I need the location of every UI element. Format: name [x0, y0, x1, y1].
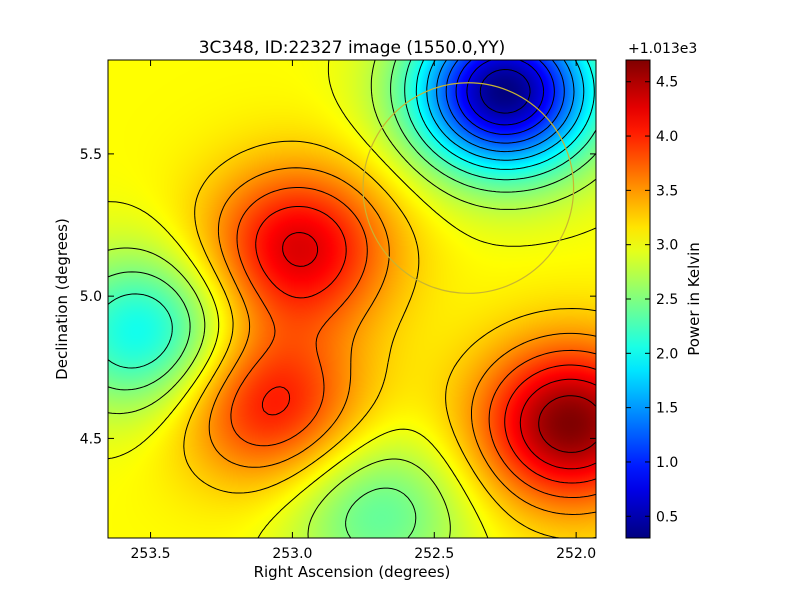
contour-level-3.5: [208, 167, 596, 515]
contour-level-3.25: [183, 140, 596, 538]
contour-level-0.75: [466, 60, 545, 126]
plot-frame: [107, 59, 597, 539]
chart-title: 3C348, ID:22327 image (1550.0,YY): [199, 38, 506, 58]
y-axis-label: Declination (degrees): [53, 218, 71, 380]
x-tick-label: 253.0: [272, 546, 312, 562]
beam-circle: [362, 82, 575, 294]
colorbar-tick-label: 1.5: [656, 401, 678, 417]
contour-level-1.5: [436, 60, 575, 153]
contour-level-2: [415, 60, 595, 170]
colorbar-tick-label: 2.5: [656, 292, 678, 308]
colorbar-offset-text: +1.013e3: [628, 41, 697, 57]
contour-level-4: [255, 206, 596, 484]
contour-level-3: [108, 60, 596, 538]
y-tick-label: 5.5: [80, 147, 102, 163]
y-tick-label: 5.0: [80, 289, 102, 305]
x-tick-label: 252.5: [414, 546, 454, 562]
y-axis-ticks: 4.5 5.0 5.5: [80, 147, 596, 447]
colorbar-ticks: 0.5 1.0 1.5 2.0 2.5 3.0 3.5 4.0 4.5: [626, 75, 678, 525]
contour-level-1: [455, 60, 555, 135]
x-axis-ticks: 253.5 253.0 252.5 252.0: [131, 60, 596, 562]
colorbar-tick-label: 4.0: [656, 129, 678, 145]
contour-level-3.75: [230, 187, 596, 498]
colorbar: 0.5 1.0 1.5 2.0 2.5 3.0 3.5 4.0 4.5 +1.013e3 Pow…: [625, 41, 703, 539]
plot-area: [107, 59, 597, 539]
contour-level-2.25: [108, 60, 596, 369]
contour-level-4.5: [538, 395, 596, 453]
x-axis-label: Right Ascension (degrees): [254, 563, 451, 581]
contour-level-2.75: [108, 60, 596, 538]
colorbar-tick-label: 3.5: [656, 183, 678, 199]
colorbar-tick-label: 4.5: [656, 75, 678, 91]
colorbar-tick-label: 1.0: [656, 455, 678, 471]
contour-level-4.25: [282, 232, 596, 470]
colorbar-tick-label: 0.5: [656, 509, 678, 525]
colorbar-tick-label: 2.0: [656, 346, 678, 362]
x-tick-label: 253.5: [131, 546, 171, 562]
y-tick-label: 4.5: [80, 431, 102, 447]
contour-level-0.5: [479, 69, 531, 114]
contour-level-2.5: [108, 60, 596, 538]
heatmap-field: [108, 60, 596, 538]
colorbar-label: Power in Kelvin: [685, 242, 703, 356]
contour-lines: [108, 60, 596, 538]
contour-level-1.25: [445, 60, 565, 144]
x-tick-label: 252.0: [556, 546, 596, 562]
colorbar-tick-label: 3.0: [656, 238, 678, 254]
